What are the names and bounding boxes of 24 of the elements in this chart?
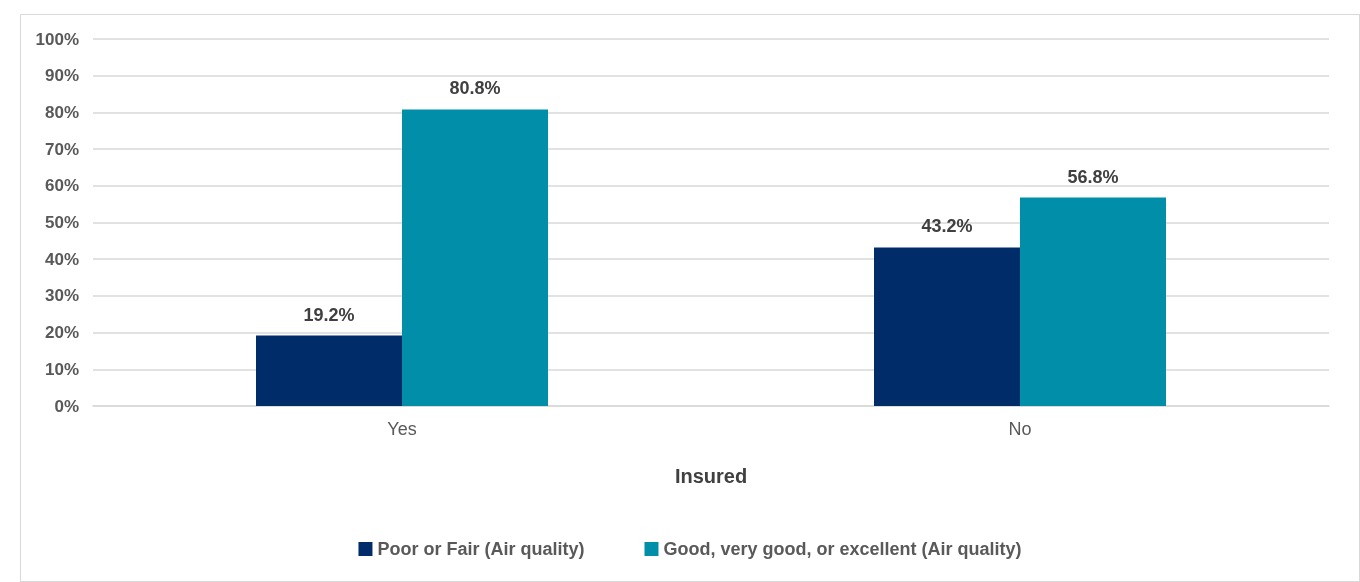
data-label: 80.8% [449, 78, 501, 99]
y-tick-label: 50% [44, 213, 79, 232]
y-tick-label: 100% [35, 29, 79, 49]
x-axis-title: Insured [674, 465, 748, 487]
x-tick-label: Yes [387, 419, 417, 439]
x-tick-label: No [1008, 419, 1032, 439]
y-tick-label: 90% [44, 66, 79, 86]
bar [874, 247, 1020, 406]
y-tick-label: 40% [44, 249, 79, 269]
y-tick-label: 30% [44, 286, 79, 306]
bar [1020, 197, 1166, 406]
y-tick-label: 20% [44, 323, 79, 343]
y-tick-label: 60% [44, 176, 79, 196]
y-tick-label: 70% [44, 139, 79, 159]
data-label: 43.2% [921, 216, 973, 237]
bar [402, 109, 548, 406]
legend-label: Good, very good, or excellent (Air quality) [663, 539, 1022, 559]
y-tick-label: 80% [44, 102, 79, 122]
bar [256, 335, 402, 406]
data-label: 56.8% [1067, 166, 1119, 187]
legend-label: Poor or Fair (Air quality) [377, 539, 585, 559]
data-label: 19.2% [303, 304, 355, 325]
y-tick-label: 0% [54, 396, 79, 416]
y-tick-label: 10% [44, 359, 79, 379]
